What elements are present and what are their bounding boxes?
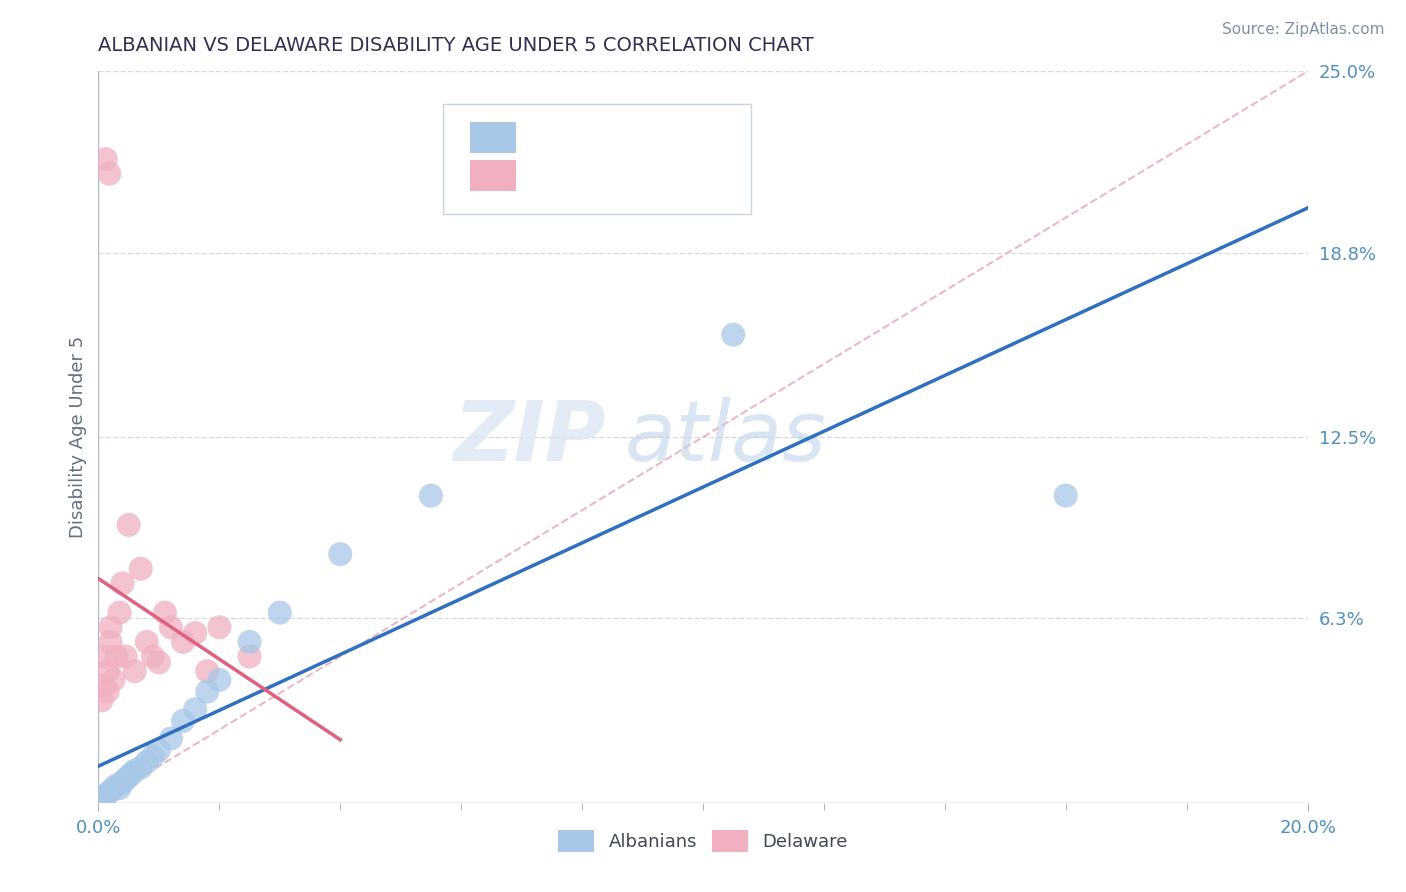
Point [114, 772, 136, 787]
Point [118, 517, 141, 532]
Point [160, 620, 183, 634]
Point [96, 664, 118, 678]
Point [118, 769, 141, 783]
Point [329, 547, 352, 561]
Point [172, 714, 194, 728]
Point [100, 784, 122, 798]
Point [723, 327, 745, 342]
Point [108, 606, 131, 620]
Point [96, 684, 118, 698]
Point [153, 606, 176, 620]
Point [111, 576, 134, 591]
Point [195, 664, 218, 678]
Point [142, 649, 165, 664]
Point [208, 673, 231, 687]
Point [160, 731, 183, 746]
Point [239, 649, 262, 664]
Point [135, 635, 157, 649]
Point [148, 743, 170, 757]
Point [1054, 489, 1077, 503]
Point [142, 749, 165, 764]
Text: ZIP: ZIP [454, 397, 606, 477]
Point [100, 635, 122, 649]
Point [129, 761, 152, 775]
Point [100, 620, 122, 634]
Point [105, 778, 128, 792]
Point [172, 635, 194, 649]
Point [208, 620, 231, 634]
Text: R = 0.905: R = 0.905 [534, 127, 624, 145]
Point [93, 789, 115, 804]
Text: atlas: atlas [624, 397, 827, 477]
Text: ALBANIAN VS DELAWARE DISABILITY AGE UNDER 5 CORRELATION CHART: ALBANIAN VS DELAWARE DISABILITY AGE UNDE… [98, 36, 814, 54]
Text: N = 27: N = 27 [643, 165, 706, 183]
Point [108, 781, 131, 796]
Text: N = 26: N = 26 [643, 127, 706, 145]
Point [135, 755, 157, 769]
Point [94, 152, 117, 166]
Point [93, 649, 115, 664]
Point [184, 626, 207, 640]
Point [103, 781, 125, 796]
Point [90, 693, 112, 707]
Point [114, 649, 136, 664]
Legend: Albanians, Delaware: Albanians, Delaware [551, 823, 855, 860]
Point [121, 766, 143, 780]
Bar [470, 122, 516, 153]
Point [96, 787, 118, 801]
Point [420, 489, 443, 503]
Point [105, 649, 128, 664]
Point [129, 562, 152, 576]
Point [93, 679, 115, 693]
Point [124, 764, 146, 778]
FancyBboxPatch shape [443, 104, 751, 214]
Text: Source: ZipAtlas.com: Source: ZipAtlas.com [1222, 22, 1385, 37]
Point [98, 167, 121, 181]
Point [184, 702, 207, 716]
Point [148, 656, 170, 670]
Bar [470, 160, 516, 191]
Point [195, 684, 218, 698]
Point [269, 606, 291, 620]
Text: R = 0.266: R = 0.266 [534, 165, 624, 183]
Point [239, 635, 262, 649]
Point [124, 664, 146, 678]
Point [111, 775, 134, 789]
Point [103, 673, 125, 687]
Y-axis label: Disability Age Under 5: Disability Age Under 5 [69, 336, 87, 538]
